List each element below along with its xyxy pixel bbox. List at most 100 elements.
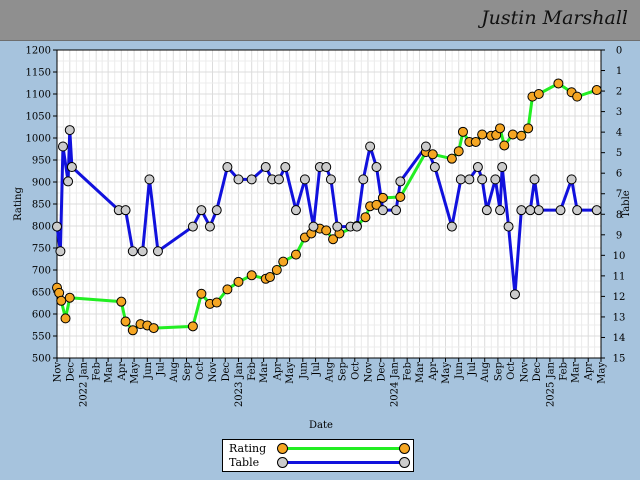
y-tick-label: 500 — [32, 354, 51, 365]
legend-item-rating: Rating — [229, 442, 410, 456]
y2-tick-label: 1 — [616, 66, 622, 77]
rating-point — [516, 130, 527, 141]
legend-line-table — [281, 461, 403, 464]
table-point — [429, 162, 440, 173]
table-point — [290, 205, 301, 216]
y2-tick-label: 14 — [613, 333, 626, 344]
y2-tick-label: 2 — [616, 87, 622, 98]
table-point — [233, 174, 244, 185]
rating-point — [222, 284, 233, 295]
x-tick-label: Apr — [117, 362, 128, 382]
y-tick-label: 900 — [32, 178, 51, 189]
x-tick-label: Apr — [428, 362, 439, 382]
x-tick-label: Mar — [415, 362, 426, 383]
table-point — [137, 246, 148, 257]
y2-tick-label: 11 — [613, 271, 626, 282]
x-tick-label: Apr — [584, 362, 595, 382]
y-axis-title: Rating — [13, 187, 24, 221]
x-tick-label: Sep — [493, 362, 504, 381]
rating-point — [499, 140, 510, 151]
y2-axis-title: Table — [621, 190, 632, 217]
x-tick-label: May — [285, 362, 296, 384]
table-point — [533, 205, 544, 216]
y2-tick-label: 7 — [616, 189, 622, 200]
legend-item-table: Table — [229, 456, 410, 470]
x-tick-label: Sep — [182, 362, 193, 381]
x-tick-label: Dec — [376, 362, 387, 382]
y2-tick-label: 8 — [616, 210, 622, 221]
x-tick-label: Dec — [65, 362, 76, 382]
x-tick-label: Feb — [559, 362, 570, 381]
table-point — [64, 125, 75, 136]
legend-label-table: Table — [229, 456, 260, 469]
legend: Rating Table — [222, 439, 414, 472]
rating-point — [321, 225, 332, 236]
x-tick-label: Sep — [337, 362, 348, 381]
table-point — [63, 176, 74, 187]
legend-marker-rating-end — [399, 443, 410, 454]
table-point — [591, 205, 602, 216]
table-point — [365, 141, 376, 152]
table-point — [509, 289, 520, 300]
table-point — [55, 246, 66, 257]
x-tick-label: May — [597, 362, 608, 384]
table-point — [464, 174, 475, 185]
y2-tick-label: 9 — [616, 230, 622, 241]
table-point — [351, 221, 362, 232]
rating-point — [591, 85, 602, 96]
rating-point — [470, 136, 481, 147]
x-tick-label: Mar — [259, 362, 270, 383]
rating-point — [290, 249, 301, 260]
rating-point — [427, 149, 438, 160]
y-tick-label: 950 — [32, 156, 51, 167]
table-point — [358, 174, 369, 185]
table-point — [299, 174, 310, 185]
x-tick-label: Jul — [467, 362, 478, 377]
rating-point — [477, 129, 488, 140]
y2-tick-label: 15 — [613, 354, 626, 365]
y-tick-label: 800 — [32, 222, 51, 233]
x-tick-label: Nov — [208, 362, 219, 383]
y-tick-label: 750 — [32, 244, 51, 255]
x-tick-label: Jul — [311, 362, 322, 377]
rating-point — [572, 91, 583, 102]
table-point — [120, 205, 131, 216]
x-tick-label: Feb — [92, 362, 103, 381]
table-point — [529, 174, 540, 185]
rating-point — [495, 123, 506, 134]
rating-point — [246, 270, 257, 281]
x-tick-label: Jun — [298, 361, 309, 379]
y2-tick-label: 10 — [613, 251, 626, 262]
rating-point — [453, 146, 464, 157]
table-point — [66, 162, 77, 173]
x-tick-label: 2023 Jan — [234, 361, 245, 407]
table-point — [52, 221, 62, 232]
y2-tick-label: 6 — [616, 169, 622, 180]
x-tick-label: Apr — [272, 362, 283, 382]
rating-point — [56, 295, 67, 306]
x-tick-label: Dec — [221, 362, 232, 382]
rating-point — [196, 288, 207, 299]
y-tick-label: 1200 — [26, 46, 51, 57]
table-point — [495, 205, 506, 216]
table-point — [446, 221, 457, 232]
x-tick-label: Oct — [350, 362, 361, 380]
table-point — [57, 141, 68, 152]
table-point — [152, 246, 163, 257]
rating-point — [360, 212, 371, 223]
rating-point — [187, 321, 198, 332]
table-point — [308, 221, 319, 232]
rating-point — [233, 276, 244, 287]
y2-tick-label: 4 — [616, 128, 622, 139]
legend-marker-rating-start — [277, 443, 288, 454]
rating-point — [64, 292, 75, 303]
header-bar: Justin Marshall — [0, 0, 640, 41]
y-tick-label: 1000 — [26, 134, 51, 145]
table-point — [211, 205, 222, 216]
rating-point — [264, 272, 275, 283]
x-tick-label: Aug — [169, 361, 180, 383]
table-point — [525, 205, 536, 216]
table-point — [395, 176, 406, 187]
rating-point — [553, 78, 564, 89]
table-point — [497, 162, 508, 173]
